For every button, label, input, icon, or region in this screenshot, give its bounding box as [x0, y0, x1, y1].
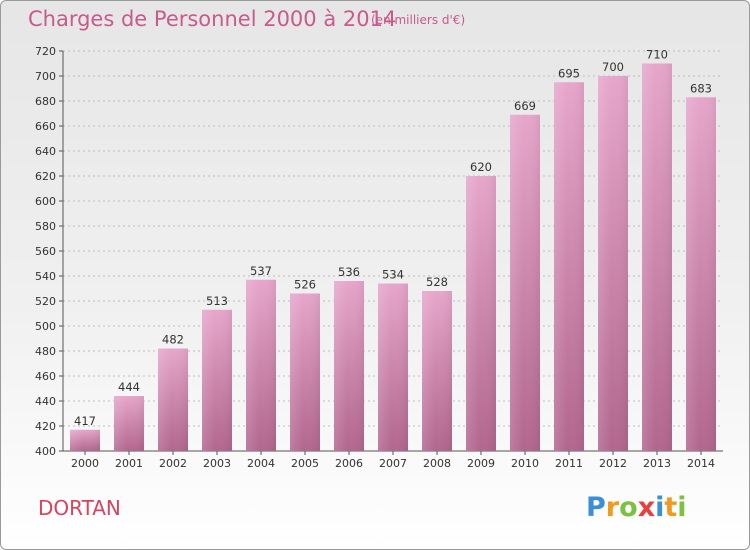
x-tick-label: 2009 — [467, 457, 495, 470]
y-tick-label: 400 — [35, 445, 56, 458]
bar-shine-2012 — [598, 76, 628, 451]
value-label: 700 — [602, 60, 624, 74]
value-label: 620 — [470, 160, 492, 174]
value-label: 537 — [250, 264, 272, 278]
bar-shine-2006 — [334, 281, 364, 451]
y-tick-label: 440 — [35, 395, 56, 408]
bar-shine-2014 — [686, 97, 716, 451]
value-label: 695 — [558, 66, 580, 80]
bar-shine-2001 — [114, 396, 144, 451]
value-label: 683 — [690, 81, 712, 95]
y-tick-label: 500 — [35, 320, 56, 333]
x-tick-label: 2011 — [555, 457, 583, 470]
y-tick-label: 420 — [35, 420, 56, 433]
x-tick-label: 2013 — [643, 457, 671, 470]
value-label: 444 — [118, 380, 140, 394]
value-label: 513 — [206, 294, 228, 308]
bar-shine-2010 — [510, 114, 540, 451]
value-label: 417 — [74, 414, 96, 428]
y-tick-label: 680 — [35, 95, 56, 108]
y-tick-label: 520 — [35, 295, 56, 308]
value-label: 536 — [338, 265, 360, 279]
bars — [70, 63, 716, 451]
value-label: 534 — [382, 268, 404, 282]
chart-title: Charges de Personnel 2000 à 2014 — [28, 7, 397, 31]
y-tick-label: 720 — [35, 45, 56, 58]
x-tick-label: 2001 — [115, 457, 143, 470]
x-tick-label: 2002 — [159, 457, 187, 470]
x-tick-label: 2004 — [247, 457, 275, 470]
town-name: DORTAN — [38, 496, 121, 520]
y-tick-label: 640 — [35, 145, 56, 158]
bar-shine-2007 — [378, 283, 408, 451]
value-label: 710 — [646, 48, 668, 62]
y-tick-label: 540 — [35, 270, 56, 283]
bar-shine-2005 — [290, 293, 320, 451]
bar-shine-2000 — [70, 429, 100, 451]
bar-shine-2008 — [422, 291, 452, 451]
y-tick-label: 580 — [35, 220, 56, 233]
x-tick-label: 2000 — [71, 457, 99, 470]
y-tick-label: 460 — [35, 370, 56, 383]
x-tick-label: 2007 — [379, 457, 407, 470]
x-tick-label: 2006 — [335, 457, 363, 470]
bar-shine-2004 — [246, 279, 276, 451]
y-tick-label: 620 — [35, 170, 56, 183]
x-tick-label: 2012 — [599, 457, 627, 470]
value-label: 669 — [514, 99, 536, 113]
bar-shine-2002 — [158, 348, 188, 451]
value-labels: 417 444 482 513 537 526 536 534 528 620 669 695 700 7… — [74, 48, 712, 428]
value-label: 482 — [162, 333, 184, 347]
bar-shine-2003 — [202, 309, 232, 451]
value-label: 528 — [426, 275, 448, 289]
x-tick-label: 2014 — [687, 457, 715, 470]
x-tick-label: 2008 — [423, 457, 451, 470]
proxiti-logo: Proxiti — [586, 492, 687, 523]
x-tick-label: 2005 — [291, 457, 319, 470]
x-tick-label: 2010 — [511, 457, 539, 470]
svg-text:Proxiti: Proxiti — [586, 492, 687, 523]
x-tick-label: 2003 — [203, 457, 231, 470]
bar-shine-2009 — [466, 176, 496, 451]
y-tick-label: 600 — [35, 195, 56, 208]
chart-subtitle: (en milliers d'€) — [371, 13, 466, 27]
value-label: 526 — [294, 278, 316, 292]
bar-shine-2011 — [554, 82, 584, 451]
y-tick-label: 560 — [35, 245, 56, 258]
y-tick-label: 660 — [35, 120, 56, 133]
bar-shine-2013 — [642, 63, 672, 451]
y-tick-label: 700 — [35, 70, 56, 83]
y-tick-label: 480 — [35, 345, 56, 358]
